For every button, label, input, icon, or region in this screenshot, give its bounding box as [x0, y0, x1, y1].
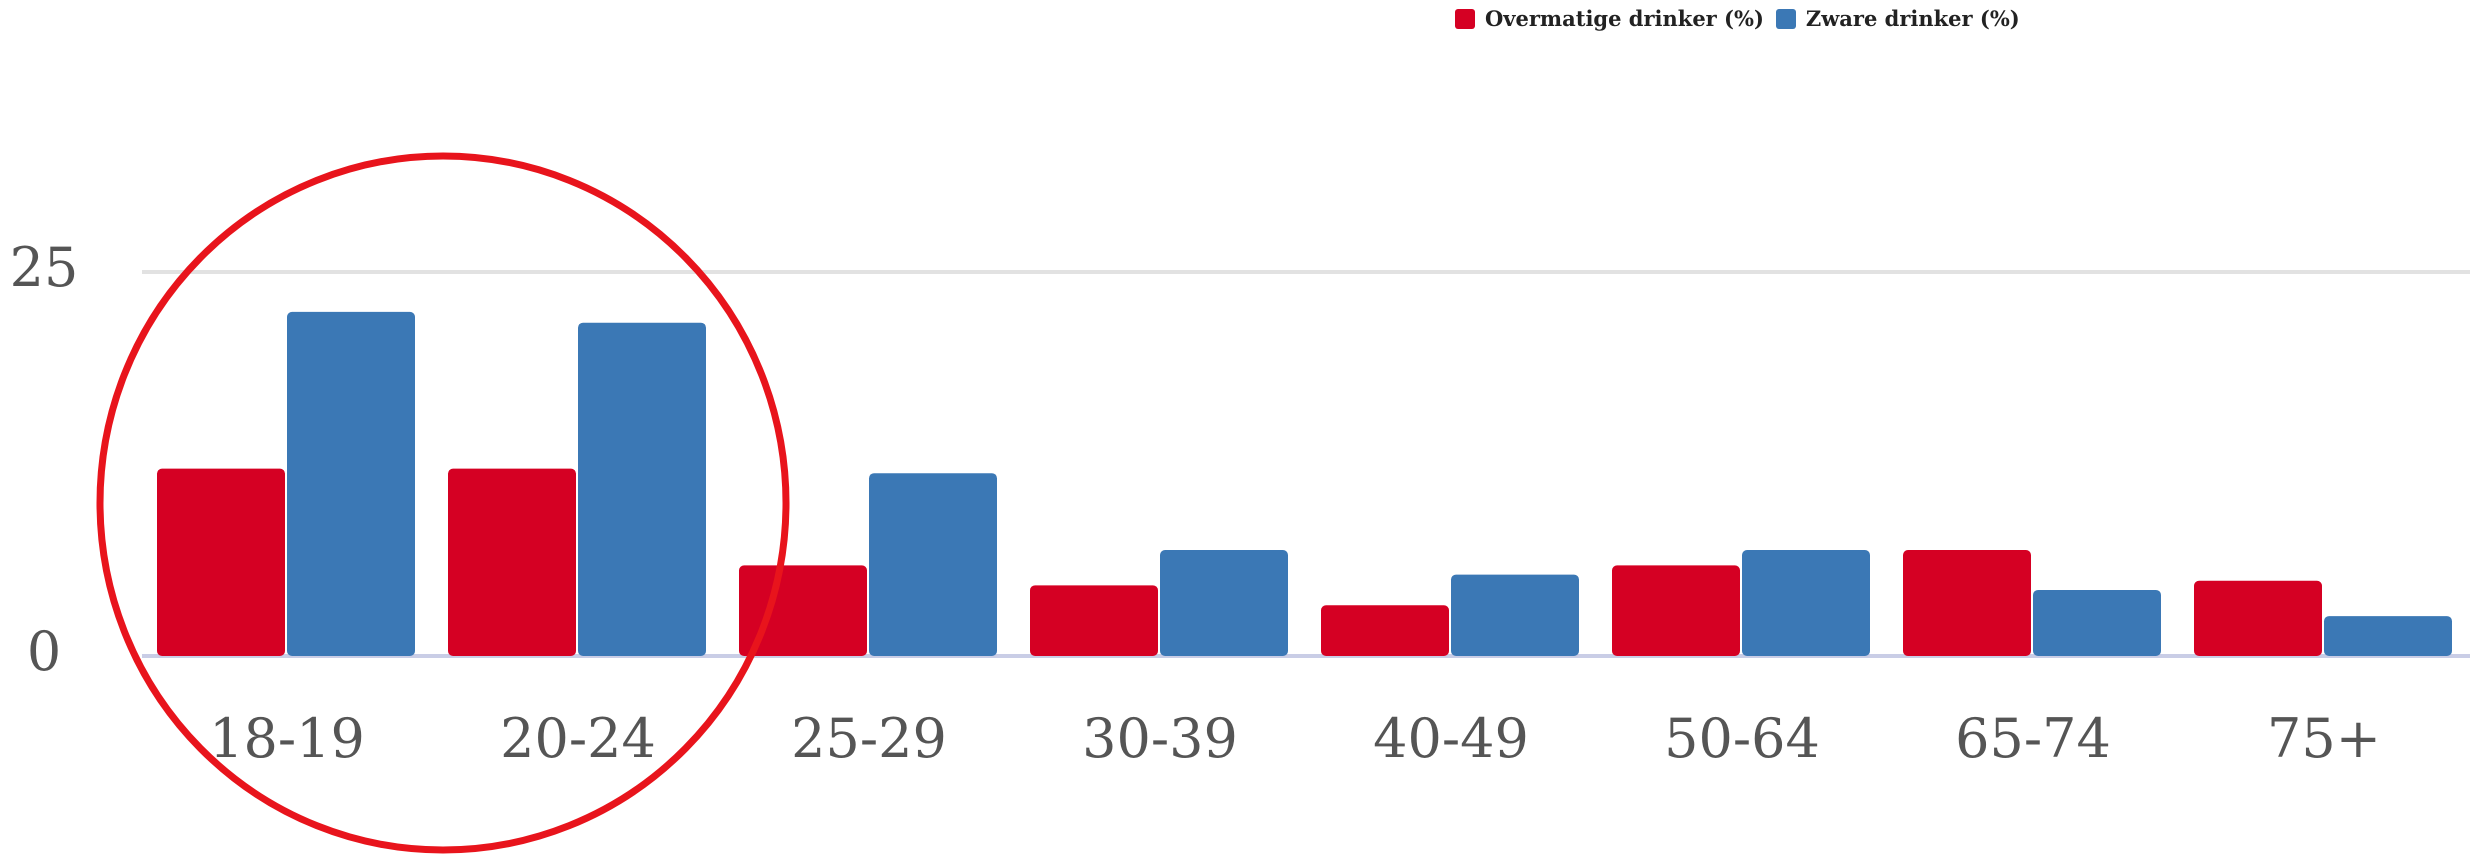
bar-zware-30-39[interactable] — [1160, 550, 1288, 656]
chart-legend: Overmatige drinker (%) Zware drinker (%) — [1455, 6, 2020, 31]
legend-swatch-zware — [1775, 8, 1796, 29]
x-tick-label: 50-64 — [1664, 707, 1820, 770]
y-tick-label: 25 — [10, 236, 79, 299]
legend-label-zware: Zware drinker (%) — [1805, 6, 2020, 31]
bar-overmatige-75+[interactable] — [2194, 580, 2322, 656]
bar-zware-25-29[interactable] — [869, 473, 997, 656]
y-axis-ticks: 0 25 — [10, 236, 79, 683]
bar-overmatige-25-29[interactable] — [739, 565, 867, 656]
x-tick-label: 20-24 — [500, 707, 656, 770]
y-tick-label: 0 — [27, 620, 61, 683]
bars — [157, 311, 2452, 656]
legend-item-zware[interactable]: Zware drinker (%) — [1775, 6, 2020, 31]
bar-zware-18-19[interactable] — [287, 311, 415, 656]
bar-zware-50-64[interactable] — [1742, 550, 1870, 656]
bar-overmatige-50-64[interactable] — [1612, 565, 1740, 656]
bar-zware-20-24[interactable] — [578, 322, 706, 656]
bar-overmatige-40-49[interactable] — [1321, 605, 1449, 656]
x-tick-label: 40-49 — [1373, 707, 1529, 770]
bar-overmatige-20-24[interactable] — [448, 468, 576, 656]
x-tick-label: 25-29 — [791, 707, 947, 770]
legend-swatch-overmatige — [1455, 8, 1475, 29]
x-axis-ticks: 18-19 20-24 25-29 30-39 40-49 50-64 65-74 75+ — [209, 707, 2381, 770]
bar-overmatige-30-39[interactable] — [1030, 585, 1158, 656]
bar-zware-65-74[interactable] — [2033, 589, 2161, 656]
x-tick-label: 65-74 — [1955, 707, 2111, 770]
bar-zware-40-49[interactable] — [1451, 574, 1579, 656]
x-tick-label: 75+ — [2267, 707, 2381, 770]
x-tick-label: 18-19 — [209, 707, 365, 770]
x-tick-label: 30-39 — [1082, 707, 1238, 770]
bar-overmatige-18-19[interactable] — [157, 468, 285, 656]
legend-label-overmatige: Overmatige drinker (%) — [1485, 6, 1764, 31]
legend-item-overmatige[interactable]: Overmatige drinker (%) — [1455, 6, 1764, 31]
bar-zware-75+[interactable] — [2324, 616, 2452, 656]
bar-overmatige-65-74[interactable] — [1903, 550, 2031, 656]
highlight-circle — [96, 152, 790, 854]
